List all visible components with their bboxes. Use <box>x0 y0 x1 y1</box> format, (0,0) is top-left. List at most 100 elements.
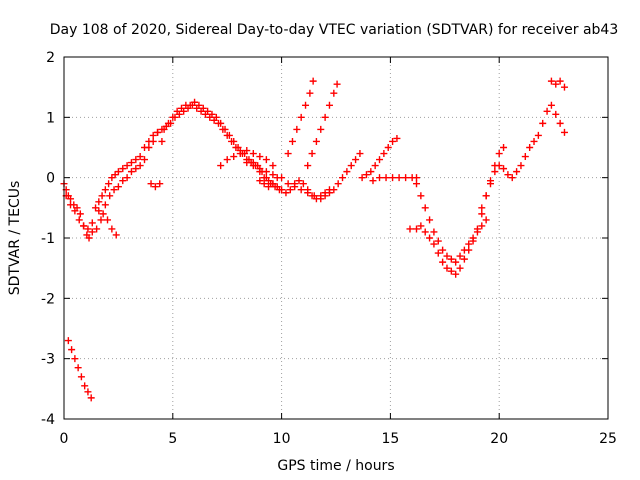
data-point <box>217 162 225 170</box>
data-point <box>539 119 547 127</box>
y-tick-label: -3 <box>41 352 55 368</box>
data-point <box>304 189 312 197</box>
series-segment-19 <box>547 77 568 91</box>
y-tick-label: 1 <box>46 110 55 126</box>
data-point <box>417 192 425 200</box>
data-point <box>478 210 486 218</box>
data-point <box>288 137 296 145</box>
data-point <box>154 128 162 136</box>
data-point <box>482 216 490 224</box>
data-point <box>88 228 96 236</box>
data-point <box>64 337 72 345</box>
data-point <box>110 186 118 194</box>
data-point <box>389 137 397 145</box>
data-point <box>127 159 135 167</box>
x-tick-label: 25 <box>599 431 617 447</box>
data-point <box>297 186 305 194</box>
series-segment-10 <box>284 77 317 158</box>
data-point <box>356 150 364 158</box>
data-point <box>97 216 105 224</box>
data-point <box>262 168 270 176</box>
data-point <box>173 107 181 115</box>
data-point <box>269 162 277 170</box>
data-point <box>149 131 157 139</box>
series-segment-9 <box>256 174 281 191</box>
y-tick-label: -1 <box>41 231 55 247</box>
data-point <box>347 162 355 170</box>
x-axis-label: GPS time / hours <box>277 458 394 474</box>
data-point <box>101 201 109 209</box>
data-point <box>330 89 338 97</box>
data-point <box>447 255 455 263</box>
data-point <box>417 222 425 230</box>
data-point <box>430 240 438 248</box>
data-point <box>208 110 216 118</box>
data-point <box>260 180 268 188</box>
data-point <box>230 137 238 145</box>
data-point <box>105 180 113 188</box>
data-point <box>106 192 114 200</box>
data-point <box>262 156 270 164</box>
data-point <box>291 183 299 191</box>
data-point <box>217 119 225 127</box>
data-point <box>80 222 88 230</box>
axis-ticks <box>63 56 609 420</box>
data-point <box>256 153 264 161</box>
data-point <box>560 83 568 91</box>
data-point <box>223 156 231 164</box>
data-point <box>119 165 127 173</box>
data-point <box>282 189 290 197</box>
data-point <box>547 77 555 85</box>
y-tick-label: -4 <box>41 412 55 428</box>
data-point <box>230 153 238 161</box>
data-point <box>136 153 144 161</box>
data-point <box>395 174 403 182</box>
data-point <box>376 156 384 164</box>
data-point <box>93 225 101 233</box>
data-point <box>439 258 447 266</box>
data-point <box>84 388 92 396</box>
data-point <box>101 186 109 194</box>
data-point <box>67 195 75 203</box>
data-point <box>236 150 244 158</box>
series-segment-16 <box>406 144 508 278</box>
data-point <box>164 119 172 127</box>
data-point <box>204 107 212 115</box>
data-point <box>452 270 460 278</box>
data-point <box>469 234 477 242</box>
data-point <box>212 113 220 121</box>
data-point <box>460 255 468 263</box>
series-segment-3 <box>64 337 95 402</box>
data-point <box>333 80 341 88</box>
data-point <box>452 258 460 266</box>
data-point <box>123 162 131 170</box>
data-point <box>306 89 314 97</box>
data-point <box>309 77 317 85</box>
data-point <box>406 225 414 233</box>
data-point <box>278 174 286 182</box>
data-point <box>77 373 85 381</box>
data-point <box>334 180 342 188</box>
data-point <box>114 168 122 176</box>
data-point <box>278 186 286 194</box>
data-point <box>260 174 268 182</box>
data-point <box>486 180 494 188</box>
data-point <box>156 180 164 188</box>
data-point <box>447 267 455 275</box>
data-point <box>478 222 486 230</box>
data-point <box>495 162 503 170</box>
data-point <box>460 246 468 254</box>
data-point <box>160 125 168 133</box>
series-segment-4 <box>95 207 120 239</box>
data-point <box>286 186 294 194</box>
data-point <box>308 150 316 158</box>
data-point <box>456 264 464 272</box>
y-axis-label: SDTVAR / TECUs <box>7 181 23 296</box>
data-point <box>517 162 525 170</box>
data-point <box>530 137 538 145</box>
data-point <box>325 101 333 109</box>
data-point <box>317 125 325 133</box>
series-segment-12 <box>304 80 341 170</box>
data-point <box>421 204 429 212</box>
data-point <box>81 382 89 390</box>
